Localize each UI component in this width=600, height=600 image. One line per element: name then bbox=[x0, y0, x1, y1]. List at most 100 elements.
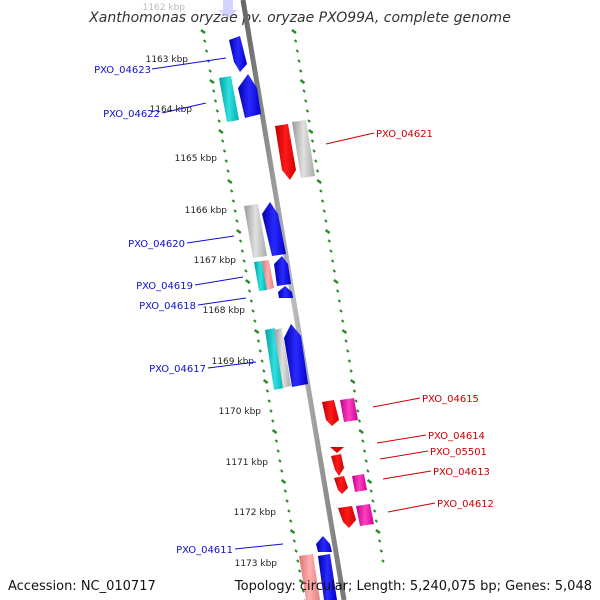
gene-arrow[interactable] bbox=[338, 506, 356, 528]
tick-mark bbox=[222, 149, 227, 153]
gene-arrow[interactable] bbox=[278, 286, 293, 298]
tick-mark bbox=[235, 219, 239, 223]
gene-arrow[interactable] bbox=[330, 447, 344, 453]
tick-mark bbox=[374, 519, 378, 523]
gene-arrow[interactable] bbox=[275, 124, 296, 180]
tick-mark bbox=[299, 79, 306, 84]
tick-mark bbox=[249, 299, 254, 303]
genome-backbone bbox=[240, 0, 347, 600]
gene-arrow[interactable] bbox=[316, 536, 332, 552]
tick-mark bbox=[333, 279, 339, 284]
tick-mark bbox=[354, 399, 358, 403]
tick-mark bbox=[260, 359, 264, 363]
gene-arrow[interactable] bbox=[274, 328, 291, 388]
tick-mark bbox=[227, 179, 233, 184]
gene-label[interactable]: PXO_04615 bbox=[422, 394, 479, 405]
gene-label[interactable]: PXO_04620 bbox=[128, 239, 185, 250]
tick-mark bbox=[332, 269, 337, 273]
gene-arrow[interactable] bbox=[331, 454, 344, 476]
gene-arrow[interactable] bbox=[244, 204, 267, 258]
tick-mark bbox=[377, 539, 382, 543]
gene-arrow[interactable] bbox=[334, 476, 348, 494]
tick-mark bbox=[267, 399, 271, 403]
gene-arrow[interactable] bbox=[218, 0, 238, 18]
tick-mark bbox=[301, 589, 305, 593]
gene-label[interactable]: PXO_04613 bbox=[433, 467, 490, 478]
tick-mark bbox=[297, 59, 301, 63]
tick-mark bbox=[356, 409, 360, 413]
tick-mark bbox=[292, 539, 296, 543]
tick-mark bbox=[346, 349, 350, 353]
gene-leader-line bbox=[234, 543, 284, 550]
gene-label[interactable]: PXO_04617 bbox=[149, 364, 206, 375]
gene-leader-line bbox=[372, 397, 421, 408]
gene-arrow[interactable] bbox=[284, 324, 308, 387]
tick-mark bbox=[253, 329, 260, 334]
gene-arrow[interactable] bbox=[238, 74, 261, 118]
gene-arrow[interactable] bbox=[318, 554, 337, 600]
gene-label[interactable]: PXO_04619 bbox=[136, 281, 193, 292]
tick-mark bbox=[215, 109, 220, 113]
tick-mark bbox=[369, 489, 373, 493]
kbp-tick-label: 1162 kbp bbox=[143, 3, 186, 13]
tick-mark bbox=[274, 439, 279, 443]
gene-label[interactable]: PXO_05501 bbox=[430, 447, 487, 458]
gene-arrow[interactable] bbox=[352, 474, 367, 492]
tick-mark bbox=[324, 219, 328, 223]
tick-mark bbox=[347, 359, 352, 363]
tick-mark bbox=[350, 379, 356, 384]
tick-mark bbox=[362, 449, 367, 453]
kbp-tick-label: 1169 kbp bbox=[212, 357, 255, 367]
gene-label[interactable]: PXO_04618 bbox=[139, 301, 196, 312]
map-title: Xanthomonas oryzae pv. oryzae PXO99A, co… bbox=[89, 10, 511, 26]
gene-arrow[interactable] bbox=[219, 76, 239, 122]
tick-mark bbox=[209, 79, 215, 84]
tick-mark bbox=[327, 239, 331, 243]
tick-mark bbox=[258, 349, 262, 353]
gene-arrow[interactable] bbox=[254, 261, 267, 291]
kbp-tick-label: 1163 kbp bbox=[146, 55, 189, 65]
tick-mark bbox=[247, 289, 252, 293]
gene-leader-line bbox=[197, 297, 247, 306]
tick-mark bbox=[269, 409, 273, 413]
gene-arrow[interactable] bbox=[274, 256, 291, 286]
gene-label[interactable]: PXO_04623 bbox=[94, 65, 151, 76]
tick-mark bbox=[280, 469, 284, 473]
gene-arrow[interactable] bbox=[265, 328, 284, 390]
tick-mark bbox=[310, 139, 315, 143]
gene-arrow[interactable] bbox=[299, 554, 320, 600]
kbp-tick-label: 1173 kbp bbox=[235, 559, 278, 569]
gene-label[interactable]: PXO_04622 bbox=[103, 109, 160, 120]
tick-mark bbox=[366, 479, 373, 484]
gene-label[interactable]: PXO_04621 bbox=[376, 129, 433, 140]
gene-arrow[interactable] bbox=[356, 504, 374, 526]
tick-mark bbox=[295, 49, 300, 53]
tick-mark bbox=[271, 429, 278, 434]
tick-mark bbox=[316, 179, 322, 184]
gene-leader-line bbox=[194, 276, 244, 286]
gene-leader-line bbox=[376, 434, 427, 444]
gene-arrow[interactable] bbox=[262, 202, 286, 256]
gene-label[interactable]: PXO_04611 bbox=[176, 545, 233, 556]
gene-label[interactable]: PXO_04614 bbox=[428, 431, 485, 442]
gene-label[interactable]: PXO_04612 bbox=[437, 499, 494, 510]
tick-mark bbox=[341, 329, 348, 334]
kbp-tick-label: 1168 kbp bbox=[203, 306, 246, 316]
tick-mark bbox=[229, 189, 234, 193]
gene-leader-line bbox=[161, 102, 207, 114]
gene-arrow[interactable] bbox=[229, 36, 247, 72]
gene-leader-line bbox=[151, 57, 227, 70]
tick-mark bbox=[288, 519, 293, 523]
gene-arrow[interactable] bbox=[292, 120, 315, 178]
kbp-tick-label: 1164 kbp bbox=[150, 105, 193, 115]
gene-arrow[interactable] bbox=[262, 260, 274, 290]
tick-mark bbox=[371, 499, 375, 503]
tick-mark bbox=[364, 459, 368, 463]
tick-mark bbox=[302, 89, 306, 93]
gene-arrow[interactable] bbox=[322, 400, 339, 426]
tick-mark bbox=[319, 189, 323, 193]
tick-mark bbox=[265, 389, 270, 393]
gene-arrow[interactable] bbox=[340, 398, 358, 422]
